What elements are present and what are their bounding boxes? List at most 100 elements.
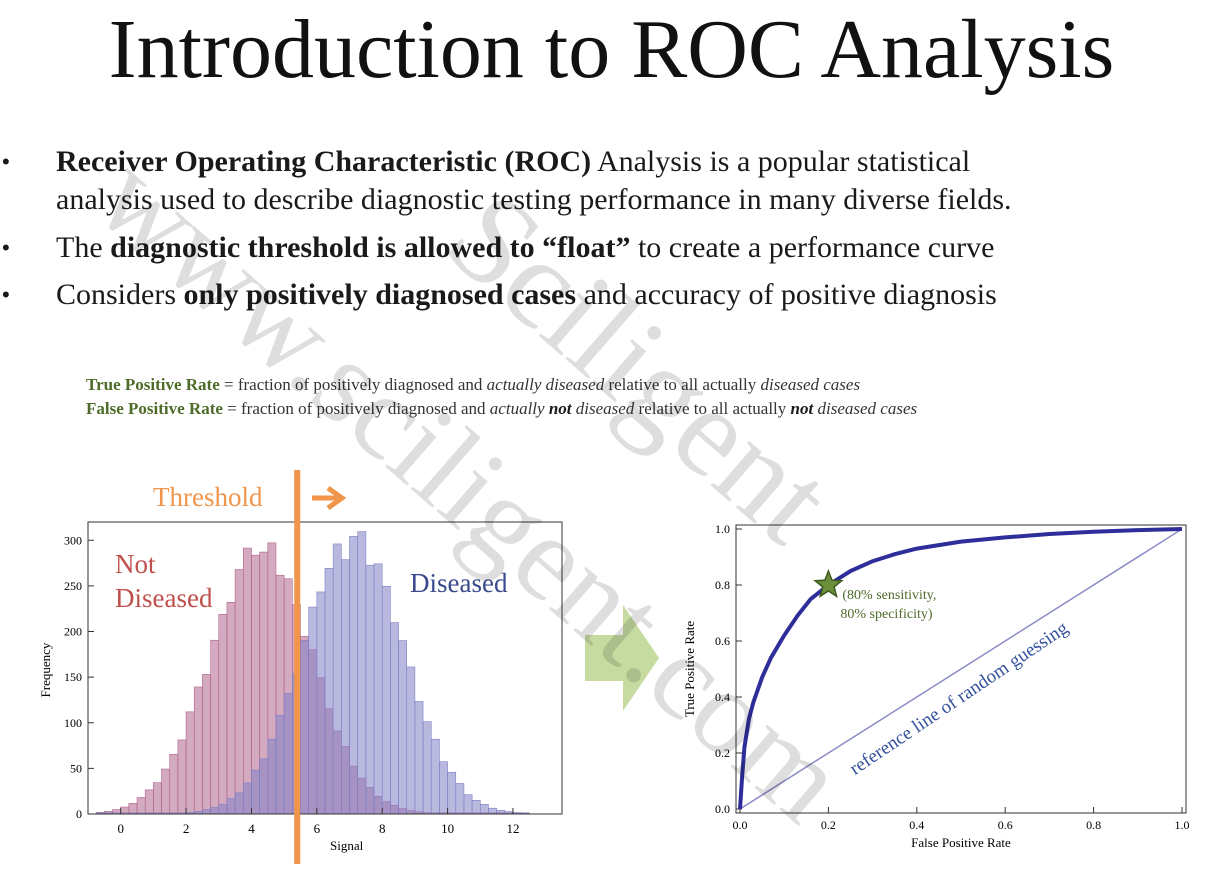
bullet-2-text: The diagnostic threshold is allowed to “… <box>56 230 994 266</box>
y-tick-label: 0 <box>76 807 82 821</box>
histogram-xlabel: Signal <box>330 838 364 853</box>
bullet-1-line-1: Receiver Operating Characteristic (ROC) … <box>56 144 970 180</box>
histogram-bar <box>234 792 244 815</box>
bullet-dot: • <box>2 282 10 307</box>
histogram-bar <box>251 769 260 815</box>
fpr-emphasis-a: actually <box>489 399 549 418</box>
tpr-tail: relative to all actually <box>604 375 761 394</box>
histogram-bar <box>316 591 326 815</box>
x-tick-label: 6 <box>314 821 321 836</box>
histogram-bar <box>259 758 269 815</box>
histogram-bar <box>193 686 203 815</box>
x-tick-label: 4 <box>248 821 255 836</box>
y-tick-label: 0.6 <box>715 634 730 648</box>
histogram-bar <box>153 782 162 815</box>
histogram-bar <box>177 739 187 815</box>
histogram-bar <box>422 721 432 815</box>
histogram-bar <box>488 807 497 815</box>
reference-line-label: reference line of random guessing <box>846 617 1072 779</box>
histogram-bar <box>136 797 146 815</box>
y-tick-label: 300 <box>64 533 82 547</box>
histogram-bar <box>185 711 195 815</box>
y-tick-label: 100 <box>64 716 82 730</box>
not-diseased-label-2: Diseased <box>115 583 213 613</box>
histogram-bar <box>365 564 375 815</box>
histogram-axes: 0 2 4 6 8 10 12 0 50 100 150 200 250 300 <box>64 533 519 836</box>
bullet-2-tail: to create a performance curve <box>630 231 995 264</box>
histogram-bar <box>128 803 138 815</box>
bullet-2-bold: diagnostic threshold is allowed to “floa… <box>110 231 631 264</box>
tpr-text: = fraction of positively diagnosed and <box>219 375 487 394</box>
x-tick-label: 8 <box>379 821 386 836</box>
histogram-bar <box>463 794 473 815</box>
histogram-bar <box>357 531 367 815</box>
fpr-definition: False Positive Rate = fraction of positi… <box>86 397 917 421</box>
histogram-bar <box>242 782 252 815</box>
x-tick-label: 2 <box>183 821 190 836</box>
histogram-bar <box>202 674 211 815</box>
histogram-frame <box>87 521 563 815</box>
bullet-3-lead: Considers <box>56 278 184 311</box>
histogram-bar <box>267 738 277 815</box>
y-tick-label: 0.8 <box>715 578 730 592</box>
histogram-bar <box>234 569 244 815</box>
roc-curve-chart: 0.00.0 0.2 0.2 0.4 0.4 0.6 0.6 0.8 0.8 1.0 1.0 (80… <box>682 522 1190 850</box>
histogram-bar <box>218 804 228 815</box>
histogram-bar <box>169 754 179 815</box>
x-tick-label: 1.0 <box>1175 818 1190 832</box>
bullet-3-text: Considers only positively diagnosed case… <box>56 277 997 313</box>
histogram-bar <box>390 622 399 815</box>
histogram-bar <box>381 585 391 815</box>
histogram-bar <box>430 738 440 815</box>
page-title: Introduction to ROC Analysis <box>108 3 1115 96</box>
y-tick-label: 0.2 <box>715 746 730 760</box>
roc-xlabel: False Positive Rate <box>911 835 1011 850</box>
y-tick-label: 250 <box>64 579 82 593</box>
bullet-3-tail: and accuracy of positive diagnosis <box>576 278 997 311</box>
bullet-1-bold: Receiver Operating Characteristic (ROC) <box>56 145 592 178</box>
right-arrow-icon <box>585 605 659 711</box>
histogram-bar <box>471 799 481 815</box>
tpr-definition: True Positive Rate = fraction of positiv… <box>86 373 917 397</box>
x-tick-label: 0.8 <box>1086 818 1101 832</box>
operating-point-label-2: 80% specificity) <box>840 607 932 622</box>
fpr-term: False Positive Rate <box>86 399 223 418</box>
bullet-3-bold: only positively diagnosed cases <box>183 278 577 311</box>
bullet-1-line-2: analysis used to describe diagnostic tes… <box>56 183 1012 216</box>
x-tick-label: 0 <box>117 821 124 836</box>
y-tick-label: 50 <box>70 761 82 775</box>
histogram-bar <box>242 547 252 815</box>
operating-point-star-icon[interactable] <box>813 568 844 598</box>
fpr-tail: relative to all actually <box>634 399 791 418</box>
bullet-dot: • <box>2 149 10 174</box>
bullet-2-lead: The <box>56 231 111 264</box>
rate-definitions: True Positive Rate = fraction of positiv… <box>86 373 917 421</box>
fpr-emphasis-not: not <box>548 399 572 418</box>
x-tick-label: 0.2 <box>821 818 836 832</box>
histogram-bar <box>300 639 309 815</box>
roc-axes: 0.00.0 0.2 0.2 0.4 0.4 0.6 0.6 0.8 0.8 1.0 1.0 <box>715 522 1190 832</box>
fpr-emphasis-2-b: diseased cases <box>813 399 918 418</box>
histogram-bar <box>210 807 220 815</box>
histogram-bar <box>308 606 318 815</box>
bullet-1-text: Analysis is a popular statistical <box>591 145 971 178</box>
reference-line <box>739 528 1183 810</box>
histogram-bar <box>447 771 457 815</box>
x-tick-label: 12 <box>506 821 519 836</box>
histogram-ylabel: Frequency <box>38 642 53 697</box>
x-tick-label: 0.6 <box>998 818 1013 832</box>
histogram-bar <box>455 783 465 815</box>
tpr-emphasis-2: diseased cases <box>760 375 861 394</box>
histogram-bar <box>283 693 293 815</box>
roc-ylabel: True Positive Rate <box>682 621 697 718</box>
histogram-bar <box>144 789 154 815</box>
histogram-bar <box>210 639 220 815</box>
y-tick-label: 200 <box>64 625 82 639</box>
y-tick-label: 1.0 <box>715 522 730 536</box>
histogram-bar <box>479 804 489 815</box>
histogram-bar <box>373 563 383 815</box>
histogram-bar <box>202 809 211 815</box>
histogram-bar <box>161 768 171 815</box>
histogram-bar <box>275 715 285 815</box>
histogram-bar <box>398 640 408 815</box>
